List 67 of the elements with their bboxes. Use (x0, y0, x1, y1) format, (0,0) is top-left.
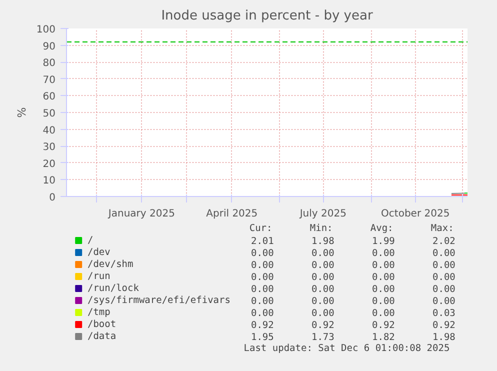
text: 0.92 (311, 320, 334, 331)
text: 0.00 (372, 296, 396, 307)
text: 0.00 (311, 272, 335, 283)
x-tick-label: July 2025 (298, 208, 346, 220)
y-tick-label: 40 (42, 125, 56, 136)
text: 0.00 (372, 272, 396, 283)
text: Min: (310, 223, 333, 234)
text: 0.00 (250, 296, 274, 307)
text: Avg: (370, 223, 394, 234)
text: 0.00 (311, 260, 335, 271)
x-tick-label: January 2025 (107, 208, 175, 220)
y-tick-label: 50 (42, 108, 56, 120)
y-tick-label: 90 (42, 41, 56, 52)
text: 0.00 (311, 308, 335, 319)
y-tick-label: 30 (42, 142, 56, 154)
legend-label: /dev/shm (87, 259, 134, 270)
text: 0.00 (311, 248, 335, 259)
text: 1.82 (372, 332, 395, 343)
text: 0.00 (432, 260, 456, 271)
text: 0.00 (372, 248, 396, 259)
text: 0.00 (432, 248, 456, 259)
legend-label: /dev (87, 247, 111, 258)
legend-label: /run (87, 271, 110, 282)
text: 0.00 (311, 284, 335, 295)
text: 1.99 (372, 236, 396, 247)
text: Max: (430, 223, 454, 234)
text: 2.01 (250, 236, 274, 247)
text: 0.00 (432, 284, 456, 295)
text: 1.73 (311, 332, 334, 343)
legend-label: /boot (87, 319, 116, 330)
text: 0.00 (250, 272, 274, 283)
legend-label: /run/lock (87, 283, 140, 294)
legend-label: /sys/firmware/efi/efivars (87, 295, 230, 306)
text: 0.92 (250, 320, 274, 331)
legend-label: / (87, 235, 94, 246)
x-tick-label: October 2025 (381, 208, 450, 220)
text: Last update: Sat Dec 6 01:00:08 2025 (244, 343, 450, 354)
text: 0.92 (372, 320, 395, 331)
text: 0.00 (311, 296, 335, 307)
text: 0.00 (372, 260, 396, 271)
y-tick-label: 100 (36, 24, 56, 36)
y-tick-label: 80 (42, 58, 56, 70)
text: 0.92 (432, 320, 456, 331)
text: 0.00 (372, 308, 396, 319)
text: 0.00 (250, 308, 274, 319)
text: 0.00 (432, 296, 456, 307)
text: Cur: (249, 223, 272, 234)
x-tick-label: April 2025 (206, 208, 258, 220)
text: 0.00 (250, 284, 274, 295)
text: 0.00 (432, 272, 456, 283)
chart-title: Inode usage in percent - by year (161, 8, 374, 24)
text: 0.00 (372, 284, 396, 295)
text: 1.98 (432, 332, 456, 343)
legend-label: /data (87, 331, 116, 342)
y-tick-label: 0 (49, 192, 56, 204)
y-tick-label: 10 (42, 176, 56, 187)
text: 2.02 (432, 236, 456, 247)
y-tick-label: 70 (42, 74, 56, 86)
y-axis-title: % (15, 107, 28, 118)
text: 0.03 (432, 308, 456, 319)
text: 0.00 (250, 260, 274, 271)
text: 0.00 (250, 248, 274, 259)
y-tick-label: 60 (42, 92, 56, 103)
y-tick-label: 20 (42, 158, 56, 170)
text: 1.98 (311, 236, 335, 247)
legend-label: /tmp (87, 307, 111, 318)
text: 1.95 (250, 332, 274, 343)
